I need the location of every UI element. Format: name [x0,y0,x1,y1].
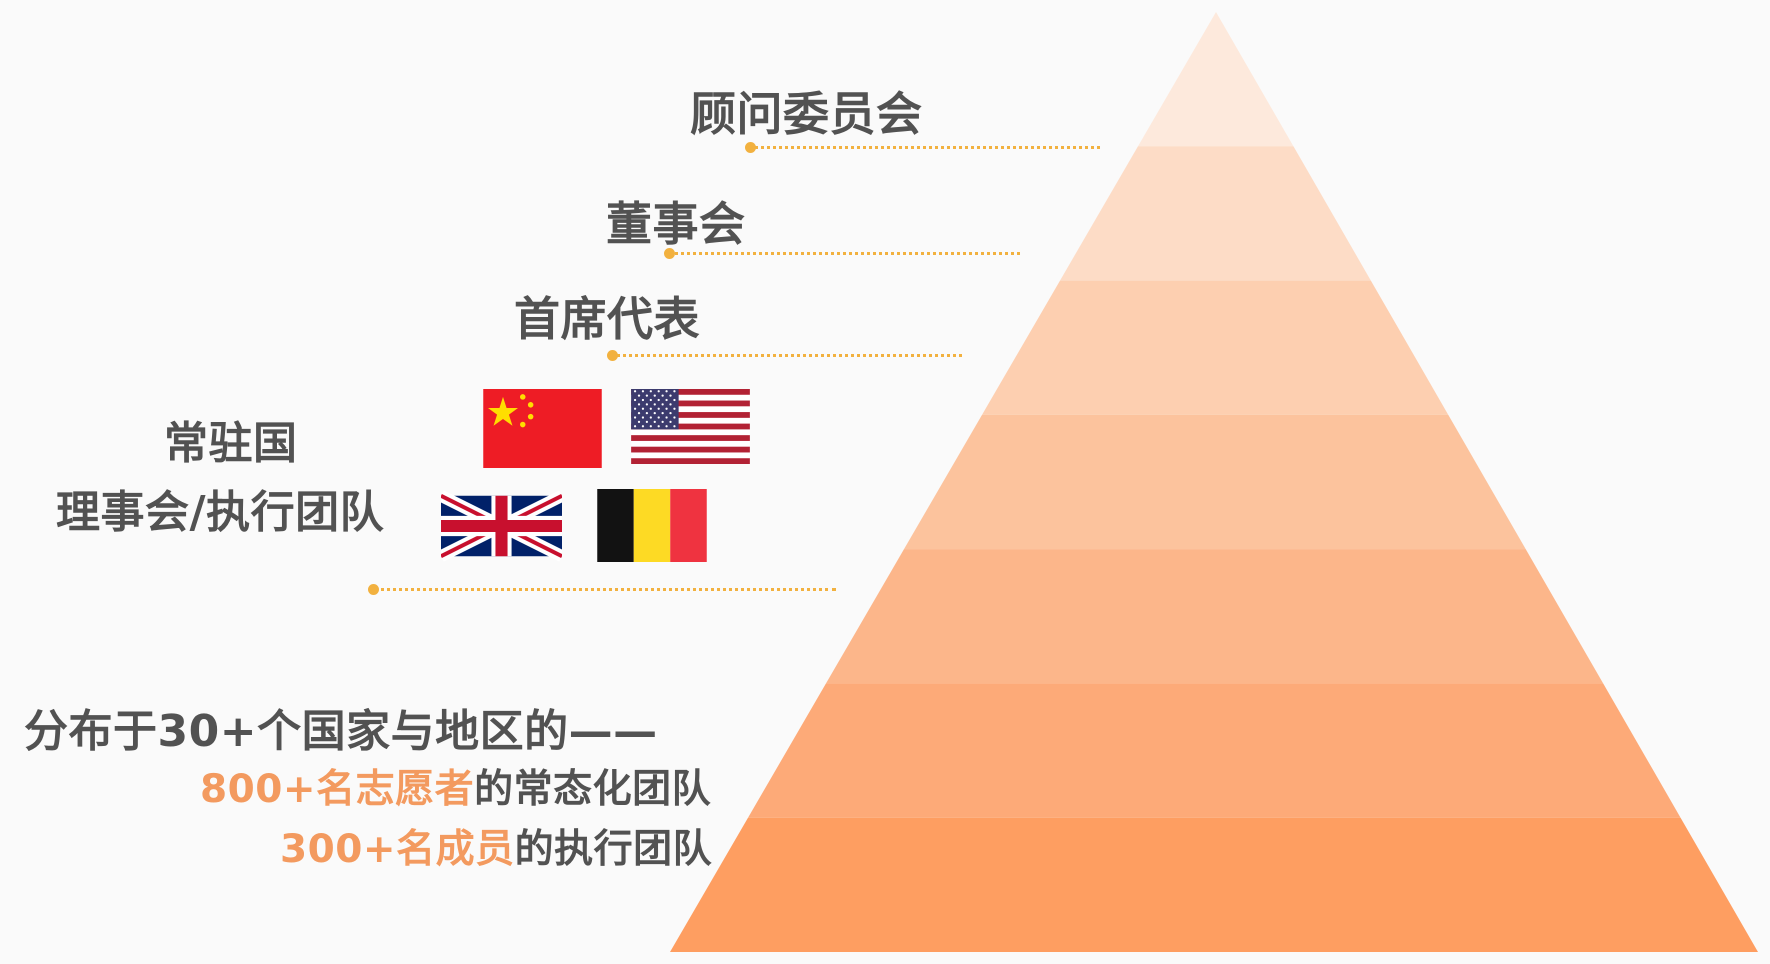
usa-flag [631,389,750,464]
china-flag [483,389,602,468]
board-leader-dot [664,248,675,259]
pyramid-tier-6 [748,683,1681,818]
board-leader-line [670,252,1020,255]
base-description-line2: 800+名志愿者的常态化团队 [200,758,711,814]
advisory-leader-line [750,146,1100,149]
volunteers-suffix: 的常态化团队 [474,767,712,812]
advisory-leader-dot [745,142,756,153]
members-count: 300+名成员 [280,827,515,872]
pyramid-tier-3 [982,280,1449,415]
pyramid-tier-4 [904,414,1526,550]
volunteers-count: 800+名志愿者 [200,767,475,812]
pyramid-tier-5 [826,549,1604,684]
council-leader-dot [368,584,379,595]
council-leader-line [374,588,836,591]
council-label-line2: 理事会/执行团队 [56,487,385,538]
pyramid-tier-7 [670,817,1758,952]
belgium-flag [597,489,707,562]
board-label: 董事会 [606,197,746,251]
uk-flag [441,490,562,562]
chief-representative-label: 首席代表 [514,292,700,346]
pyramid-tier-2 [1060,146,1371,281]
council-label-line1: 常驻国 [164,418,298,469]
chief-leader-line [612,354,962,357]
pyramid-tier-1 [1138,12,1294,147]
advisory-committee-label: 顾问委员会 [690,87,923,141]
chief-leader-dot [607,350,618,361]
base-description-line1: 分布于30+个国家与地区的—— [24,706,658,757]
members-suffix: 的执行团队 [514,827,713,872]
base-description-line3: 300+名成员的执行团队 [280,818,712,874]
